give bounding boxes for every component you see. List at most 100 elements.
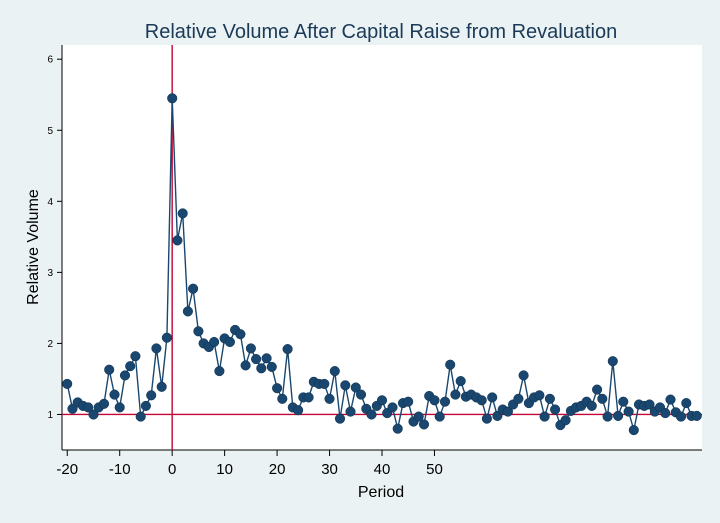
data-point — [62, 378, 73, 389]
data-point — [434, 411, 445, 422]
chart-title: Relative Volume After Capital Raise from… — [145, 21, 617, 43]
data-point — [628, 425, 639, 436]
data-point — [167, 93, 178, 104]
data-point — [214, 366, 225, 377]
data-point — [345, 406, 356, 417]
data-point — [177, 208, 188, 219]
y-tick-label: 1 — [47, 410, 53, 421]
data-point — [366, 409, 377, 420]
y-tick-label: 3 — [47, 268, 53, 279]
x-tick-label: 10 — [216, 461, 233, 478]
data-point — [502, 406, 513, 417]
data-point — [586, 400, 597, 411]
data-point — [387, 402, 398, 413]
data-point — [193, 326, 204, 337]
data-point — [266, 361, 277, 372]
data-point — [182, 306, 193, 317]
data-point — [675, 411, 687, 422]
series-group — [62, 93, 702, 436]
data-point — [277, 393, 288, 404]
data-point — [534, 390, 545, 401]
data-point — [597, 393, 608, 404]
data-point — [135, 411, 146, 422]
data-point — [481, 413, 492, 424]
data-point — [413, 411, 424, 422]
data-point — [130, 351, 141, 362]
data-point — [602, 411, 613, 422]
data-point — [235, 329, 246, 340]
data-point — [450, 389, 461, 400]
data-point — [350, 382, 361, 393]
data-point — [245, 343, 256, 354]
data-point — [161, 332, 172, 343]
data-point — [324, 393, 335, 404]
data-point — [550, 404, 561, 415]
x-tick-label: -10 — [109, 461, 131, 478]
data-point — [439, 396, 451, 407]
data-point — [282, 344, 293, 355]
data-point — [156, 381, 167, 392]
data-point — [613, 410, 624, 421]
x-tick-label: 30 — [321, 461, 338, 478]
data-point — [607, 356, 618, 367]
data-point — [188, 283, 199, 294]
data-point — [518, 370, 529, 381]
data-point — [303, 392, 314, 403]
data-point — [125, 361, 136, 372]
data-point — [539, 411, 550, 422]
data-point — [209, 336, 220, 348]
data-point — [224, 336, 235, 348]
data-point — [172, 235, 183, 246]
data-point — [681, 398, 692, 409]
data-point — [88, 409, 99, 420]
data-point — [665, 394, 676, 405]
x-tick-label: 50 — [426, 461, 443, 478]
x-tick-label: 20 — [269, 461, 286, 478]
data-point — [119, 370, 131, 381]
data-point — [355, 389, 367, 400]
data-point — [691, 410, 702, 421]
y-tick-label: 6 — [47, 55, 53, 66]
y-tick-label: 4 — [47, 197, 53, 208]
data-point — [618, 396, 629, 407]
data-point — [329, 366, 340, 377]
data-point — [146, 390, 157, 401]
data-point — [392, 423, 403, 434]
data-point — [272, 383, 283, 394]
data-point — [429, 395, 440, 406]
data-point — [660, 408, 671, 419]
data-point — [403, 396, 414, 407]
data-point — [251, 354, 262, 365]
data-point — [592, 384, 603, 395]
data-point — [114, 402, 125, 413]
x-axis-title: Period — [358, 484, 404, 501]
x-tick-label: 0 — [168, 461, 176, 478]
data-point — [334, 413, 346, 424]
data-point — [544, 393, 555, 404]
data-point — [319, 378, 330, 389]
data-point — [623, 406, 634, 417]
x-tick-label: -20 — [56, 461, 78, 478]
data-point — [455, 376, 466, 387]
data-point — [560, 415, 571, 426]
axes: 1 2 3 4 5 6 -20 -10 0 10 20 30 40 50 — [47, 45, 702, 478]
data-point — [644, 399, 655, 410]
data-point — [476, 395, 487, 406]
data-point — [293, 405, 304, 416]
data-point — [487, 392, 498, 403]
y-tick-label: 2 — [47, 339, 53, 350]
y-tick-label: 5 — [47, 126, 53, 137]
data-point — [376, 395, 388, 406]
data-point — [240, 360, 251, 371]
data-point — [151, 343, 162, 354]
data-point — [261, 353, 272, 364]
y-axis-title: Relative Volume — [25, 189, 42, 305]
data-point — [83, 402, 94, 413]
data-point — [109, 389, 120, 400]
data-point — [340, 380, 351, 391]
data-point — [98, 398, 110, 409]
x-tick-label: 40 — [374, 461, 391, 478]
data-point — [140, 400, 151, 411]
